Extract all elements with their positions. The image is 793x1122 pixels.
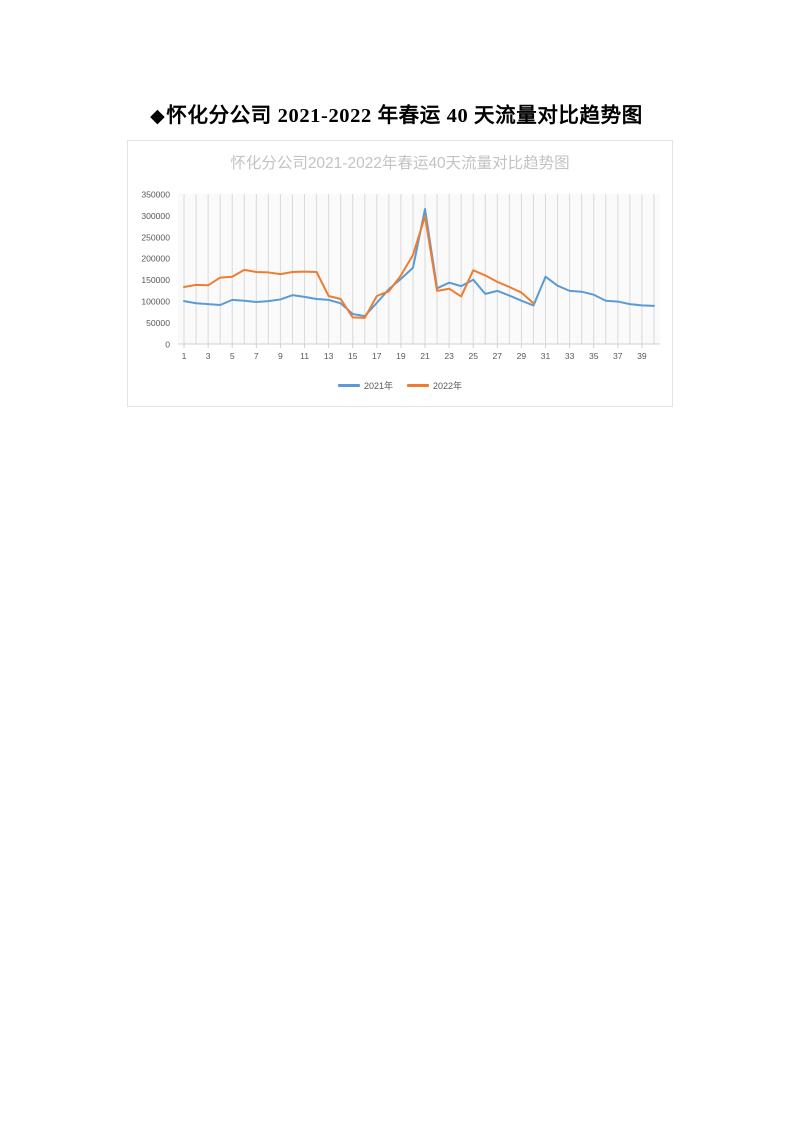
legend-swatch-2021 [337, 384, 360, 387]
x-axis-tick-label: 21 [420, 351, 430, 361]
plot-area: 0 50000 100000 150000 200000 250000 300000 3500… [128, 141, 674, 408]
x-axis-tick-label: 37 [613, 351, 623, 361]
legend-label-2022: 2022年 [433, 381, 463, 391]
x-axis-tick-label: 29 [517, 351, 527, 361]
y-axis-tick-label: 150000 [141, 275, 170, 285]
x-axis-tick-label: 27 [493, 351, 503, 361]
x-axis-tick-label: 9 [278, 351, 283, 361]
x-axis-tick-label: 15 [348, 351, 358, 361]
x-axis-tick-label: 17 [372, 351, 382, 361]
legend-item-2022[interactable]: 2022年 [407, 379, 462, 392]
x-axis-tick-label: 33 [565, 351, 575, 361]
x-axis-tick-label: 35 [589, 351, 599, 361]
x-axis-tick-label: 3 [206, 351, 211, 361]
x-axis-tick-label: 1 [182, 351, 187, 361]
y-axis-tick-label: 0 [165, 339, 170, 349]
x-axis-tick-label: 23 [444, 351, 454, 361]
y-axis-tick-label: 250000 [141, 232, 170, 242]
y-axis-tick-label: 350000 [141, 189, 170, 199]
x-axis-tick-label: 25 [468, 351, 478, 361]
legend-swatch-2022 [407, 384, 429, 387]
y-axis-tick-label: 300000 [141, 211, 170, 221]
x-axis-tick-label: 13 [324, 351, 334, 361]
line-chart-svg: 0 50000 100000 150000 200000 250000 300000 3500… [141, 189, 660, 361]
legend-label-2021: 2021年 [363, 381, 393, 391]
chart-container[interactable]: 怀化分公司2021-2022年春运40天流量对比趋势图 0 50000 100000… [127, 140, 673, 407]
y-axis-tick-label: 100000 [141, 297, 170, 307]
x-axis-tick-label: 31 [541, 351, 551, 361]
x-axis-tick-label: 7 [254, 351, 259, 361]
series-line-2022年 [183, 215, 535, 319]
plot-background [178, 194, 660, 344]
page-title: ◆怀化分公司 2021-2022 年春运 40 天流量对比趋势图 [0, 98, 793, 128]
chart-title: 怀化分公司2021-2022年春运40天流量对比趋势图 [230, 155, 570, 172]
page-title-text: 怀化分公司 2021-2022 年春运 40 天流量对比趋势图 [166, 105, 643, 127]
chart-legend[interactable]: 2021年 2022年 [128, 379, 672, 392]
x-axis-tick-label: 5 [230, 351, 235, 361]
legend-item-2021[interactable]: 2021年 [337, 379, 393, 392]
x-axis-tick-label: 19 [396, 351, 406, 361]
y-axis-tick-label: 200000 [141, 254, 170, 264]
x-axis-tick-label: 11 [300, 351, 309, 361]
y-axis-tick-label: 50000 [146, 318, 170, 328]
diamond-bullet-icon: ◆ [150, 106, 166, 127]
x-axis-tick-label: 39 [637, 351, 647, 361]
